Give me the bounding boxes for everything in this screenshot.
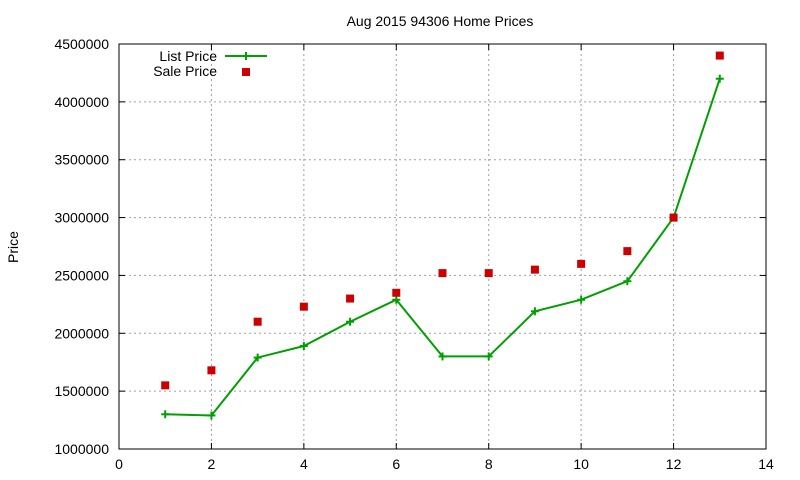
y-tick-label: 3000000: [54, 210, 109, 226]
y-tick-label: 4500000: [54, 36, 109, 52]
grid: [119, 44, 766, 449]
list-price-point: [207, 411, 216, 420]
sale-price-point: [346, 294, 355, 303]
sale-price-point: [253, 317, 262, 326]
x-tick-label: 4: [300, 456, 308, 472]
sale-price-point: [438, 269, 447, 278]
list-price-point: [484, 352, 493, 361]
list-price-point: [346, 317, 355, 326]
list-price-point: [392, 295, 401, 304]
y-tick-label: 2000000: [54, 325, 109, 341]
sale-price-point: [392, 288, 401, 297]
sale-price-point: [484, 269, 493, 278]
list-price-line: [165, 78, 721, 417]
y-tick-label: 1500000: [54, 383, 109, 399]
legend-list-price-label: List Price: [159, 48, 217, 64]
list-price-point: [161, 410, 170, 419]
list-price-point: [577, 295, 586, 304]
series: [161, 51, 724, 420]
x-tick-label: 8: [485, 456, 493, 472]
legend-sale-price-marker: [242, 68, 250, 76]
list-price-point: [530, 307, 539, 316]
sale-price-point: [530, 265, 539, 274]
sale-price-point: [669, 213, 678, 222]
sale-price-point: [623, 247, 632, 256]
plot-frame: [118, 43, 767, 450]
sale-price-point: [577, 259, 586, 268]
x-tick-label: 10: [573, 456, 589, 472]
y-axis-label: Price: [5, 231, 21, 263]
axes: 0 2 4 6 8 10 12 14 1000000 1500000 2000000 2500000 3…: [54, 36, 774, 472]
list-price-point: [438, 352, 447, 361]
y-tick-label: 4000000: [54, 94, 109, 110]
sale-price-point: [207, 366, 216, 375]
x-tick-label: 6: [392, 456, 400, 472]
list-price-point: [299, 342, 308, 351]
x-tick-label: 0: [115, 456, 123, 472]
sale-price-point: [299, 302, 308, 311]
list-price-point: [715, 74, 724, 83]
list-price-point: [253, 353, 262, 362]
y-tick-label: 3500000: [54, 152, 109, 168]
sale-price-point: [161, 381, 170, 390]
x-tick-label: 12: [666, 456, 682, 472]
x-tick-label: 2: [208, 456, 216, 472]
chart-title: Aug 2015 94306 Home Prices: [347, 13, 534, 29]
x-tick-label: 14: [758, 456, 774, 472]
sale-price-point: [715, 51, 724, 60]
y-tick-label: 1000000: [54, 441, 109, 457]
y-tick-label: 2500000: [54, 267, 109, 283]
legend-sale-price-label: Sale Price: [153, 63, 217, 79]
list-price-point: [623, 277, 632, 286]
